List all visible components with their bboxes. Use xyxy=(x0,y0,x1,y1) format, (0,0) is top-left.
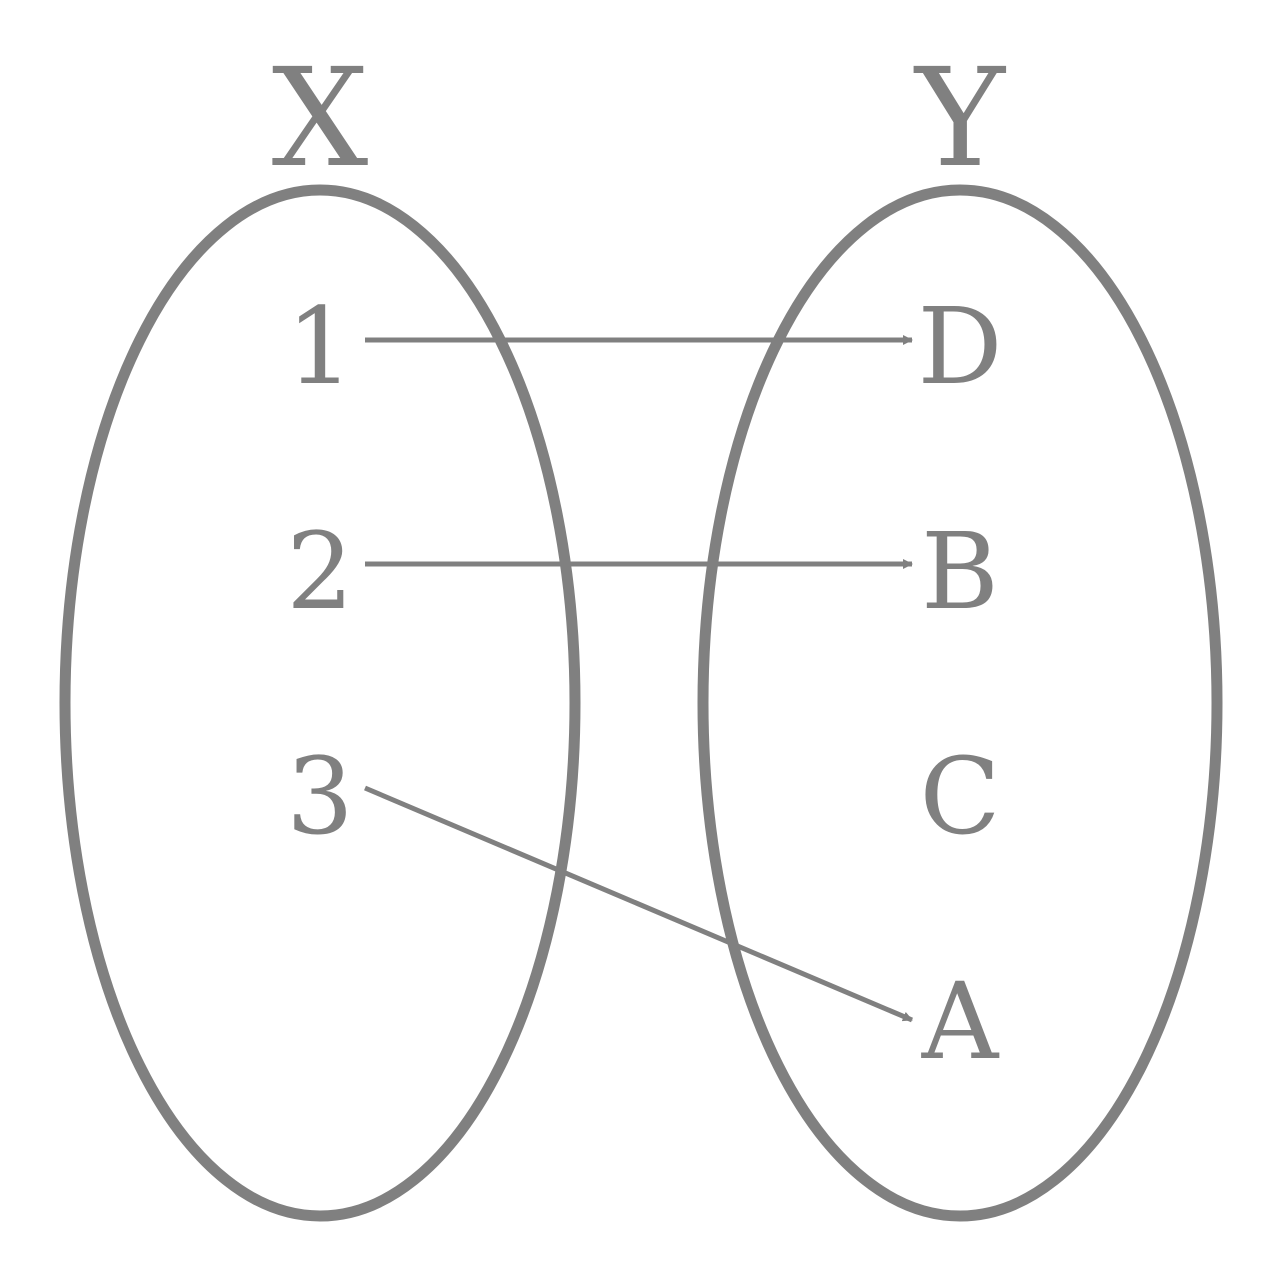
set-x-ellipse xyxy=(59,184,581,1222)
y-element-c: C xyxy=(919,735,1000,858)
y-element-b: B xyxy=(921,510,999,633)
set-y-title: Y xyxy=(913,40,1006,198)
arrow-3-to-a xyxy=(364,785,913,1023)
x-element-2: 2 xyxy=(286,510,353,633)
x-element-1: 1 xyxy=(286,285,353,408)
set-y-ellipse xyxy=(697,184,1223,1222)
y-element-a: A xyxy=(921,960,1000,1083)
x-element-3: 3 xyxy=(286,735,353,858)
y-element-d: D xyxy=(918,285,1003,408)
set-x-title: X xyxy=(272,40,369,198)
